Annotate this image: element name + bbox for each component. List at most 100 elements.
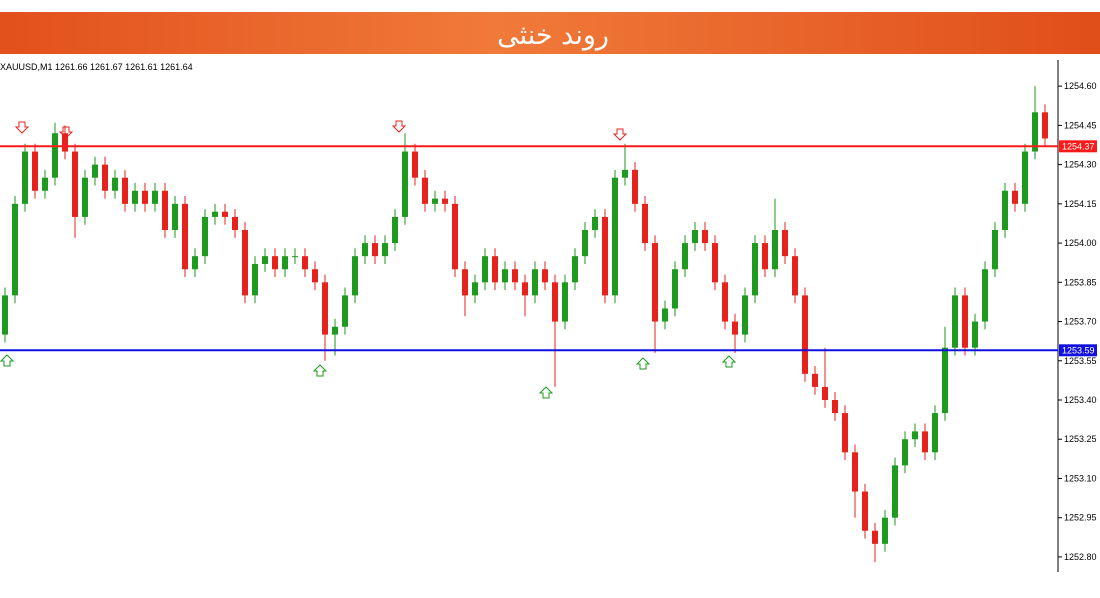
candle-body	[702, 230, 708, 244]
candle-body	[192, 256, 198, 270]
candle-body	[622, 169, 628, 178]
candle-body	[812, 373, 818, 387]
y-tick-label: 1254.15	[1064, 199, 1097, 209]
candle-body	[282, 256, 288, 270]
candle-body	[512, 269, 518, 283]
candle-body	[422, 177, 428, 204]
candle-body	[212, 211, 218, 217]
level-label: 1253.59	[1062, 345, 1095, 355]
candle-body	[322, 282, 328, 335]
signal-arrows	[0, 120, 737, 399]
candle-body	[332, 326, 338, 335]
candle-body	[482, 256, 488, 283]
candle-body	[352, 256, 358, 296]
y-tick-label: 1254.45	[1064, 120, 1097, 130]
up-arrow	[0, 354, 15, 367]
y-tick-label: 1254.30	[1064, 160, 1097, 170]
candle-body	[252, 264, 258, 296]
candle-body	[882, 517, 888, 544]
y-tick-label: 1253.10	[1064, 473, 1097, 483]
candle-body	[1012, 190, 1018, 204]
candle-body	[452, 203, 458, 270]
candle-body	[342, 295, 348, 327]
down-arrow	[14, 121, 30, 134]
candle-body	[202, 216, 208, 257]
candle-body	[682, 243, 688, 270]
candle-body	[32, 151, 38, 191]
candle-body	[462, 269, 468, 296]
candle-body	[172, 203, 178, 230]
y-tick-label: 1254.00	[1064, 238, 1097, 248]
candle-body	[442, 198, 448, 204]
candle-body	[822, 386, 828, 400]
candle-body	[132, 190, 138, 204]
candle-body	[122, 177, 128, 204]
candle-body	[722, 282, 728, 322]
candle-body	[112, 177, 118, 191]
candle-body	[752, 243, 758, 296]
candle-body	[552, 282, 558, 322]
candle-body	[692, 230, 698, 244]
candle-body	[302, 256, 308, 270]
symbol-info: XAUUSD,M1 1261.66 1261.67 1261.61 1261.6…	[0, 62, 193, 72]
level-label: 1254.37	[1062, 141, 1095, 151]
candle-body	[782, 230, 788, 257]
candle-body	[82, 177, 88, 217]
candle-body	[922, 431, 928, 453]
candle-body	[292, 256, 298, 258]
candle-body	[262, 256, 268, 264]
candle-body	[222, 211, 228, 217]
header-band	[0, 12, 1100, 54]
candle-body	[632, 169, 638, 204]
candle-body	[52, 133, 58, 178]
candle-body	[472, 282, 478, 296]
candle-body	[872, 530, 878, 544]
candle-body	[12, 203, 18, 296]
candle-body	[92, 164, 98, 178]
candle-body	[22, 151, 28, 204]
y-tick-label: 1252.80	[1064, 552, 1097, 562]
candle-body	[162, 190, 168, 230]
candle-body	[642, 203, 648, 244]
candle-body	[592, 216, 598, 230]
y-tick-label: 1254.60	[1064, 81, 1097, 91]
candle-body	[602, 216, 608, 296]
candle-body	[532, 269, 538, 296]
candle-body	[392, 216, 398, 244]
up-arrow	[635, 357, 651, 370]
candle-body	[152, 190, 158, 204]
candle-body	[182, 203, 188, 270]
candle-body	[312, 269, 318, 283]
candle-body	[142, 190, 148, 204]
candle-body	[992, 230, 998, 270]
header-title: روند خنثی	[497, 20, 609, 51]
up-arrow	[721, 355, 737, 368]
candle-body	[402, 151, 408, 217]
candle-body	[852, 452, 858, 492]
down-arrow	[612, 128, 628, 141]
candle-body	[42, 177, 48, 191]
candle-body	[432, 198, 438, 204]
candle-body	[892, 465, 898, 518]
candle-body	[62, 133, 68, 152]
candle-body	[802, 295, 808, 374]
candle-body	[362, 243, 368, 257]
level-tag	[1059, 344, 1097, 357]
candle-body	[932, 413, 938, 453]
candle-body	[902, 439, 908, 466]
candle-body	[792, 256, 798, 296]
candle-body	[562, 282, 568, 322]
candle-body	[582, 230, 588, 257]
candle-body	[492, 256, 498, 283]
candle-body	[672, 269, 678, 309]
candle-body	[382, 243, 388, 257]
candle-body	[982, 269, 988, 322]
candle-body	[102, 164, 108, 191]
y-tick-label: 1253.40	[1064, 395, 1097, 405]
up-arrow	[312, 364, 328, 377]
candle-body	[1032, 112, 1038, 152]
candle-body	[772, 230, 778, 270]
down-arrow	[391, 120, 407, 133]
candle-body	[502, 269, 508, 283]
